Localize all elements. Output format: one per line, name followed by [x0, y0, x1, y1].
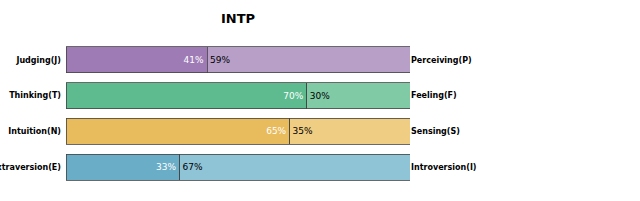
svg-text:35%: 35%	[293, 126, 313, 136]
svg-text:65%: 65%	[266, 126, 286, 136]
svg-text:Introversion(I): Introversion(I)	[411, 163, 477, 172]
svg-text:Extraversion(E): Extraversion(E)	[0, 163, 61, 172]
svg-text:INTP: INTP	[221, 11, 255, 26]
svg-text:Sensing(S): Sensing(S)	[411, 127, 460, 136]
svg-text:59%: 59%	[210, 55, 230, 65]
svg-text:Intuition(N): Intuition(N)	[8, 127, 61, 136]
svg-text:Feeling(F): Feeling(F)	[411, 91, 457, 100]
svg-text:30%: 30%	[310, 91, 330, 101]
svg-text:Perceiving(P): Perceiving(P)	[411, 56, 472, 65]
svg-text:41%: 41%	[184, 55, 204, 65]
svg-text:Judging(J): Judging(J)	[15, 56, 61, 65]
svg-text:67%: 67%	[183, 162, 203, 172]
svg-text:33%: 33%	[156, 162, 176, 172]
svg-text:Thinking(T): Thinking(T)	[9, 91, 61, 100]
svg-text:70%: 70%	[283, 91, 303, 101]
